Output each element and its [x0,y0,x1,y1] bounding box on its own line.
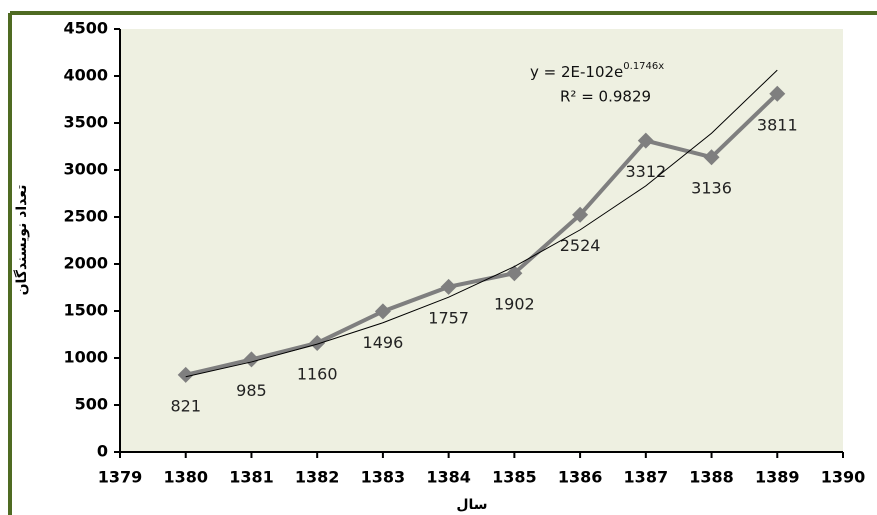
x-tick-label: 1389 [755,468,800,487]
y-tick-label: 2000 [63,254,108,273]
data-label: 985 [236,381,267,400]
x-tick-label: 1387 [624,468,669,487]
trend-equation: y = 2E-102e0.1746x [530,61,664,81]
x-tick-label: 1382 [295,468,340,487]
data-label: 821 [170,396,201,415]
data-label: 3136 [691,179,732,198]
x-tick-label: 1384 [426,468,471,487]
plot-area [120,29,843,452]
y-tick-label: 2500 [63,207,108,226]
point [309,334,326,351]
data-line [185,92,779,377]
point [572,206,589,223]
x-tick-label: 1386 [558,468,603,487]
x-tick-label: 1383 [361,468,406,487]
point [440,278,457,295]
y-tick-label: 4000 [63,66,108,85]
point [177,366,194,383]
point [506,265,523,282]
data-label: 1160 [297,364,338,383]
data-label: 3312 [625,162,666,181]
y-tick-label: 500 [75,395,108,414]
trend-r2: R² = 0.9829 [560,88,651,106]
trend-line [185,69,778,378]
point [374,303,391,320]
y-tick-label: 1500 [63,301,108,320]
y-tick-label: 3500 [63,113,108,132]
point [703,149,720,166]
data-label: 2524 [560,236,601,255]
equation-base: y = 2E-102e [530,63,623,81]
y-tick-label: 1000 [63,348,108,367]
data-label: 1902 [494,295,535,314]
x-tick-label: 1380 [163,468,208,487]
x-tick-label: 1379 [98,468,143,487]
y-tick-label: 3000 [63,160,108,179]
point [243,351,260,368]
data-label: 1496 [363,333,404,352]
x-tick-label: 1390 [821,468,866,487]
data-label: 1757 [428,308,469,327]
x-tick-label: 1385 [492,468,537,487]
equation-exponent: 0.1746x [623,61,664,72]
y-tick-label: 4500 [63,19,108,38]
x-axis-label: سال [456,497,487,513]
data-label: 3811 [757,115,798,134]
point [769,85,786,102]
y-tick-label: 0 [97,442,108,461]
x-tick-label: 1388 [689,468,734,487]
x-tick-label: 1381 [229,468,274,487]
y-axis-label: تعداد نویسندگان [13,185,30,296]
point [637,132,654,149]
